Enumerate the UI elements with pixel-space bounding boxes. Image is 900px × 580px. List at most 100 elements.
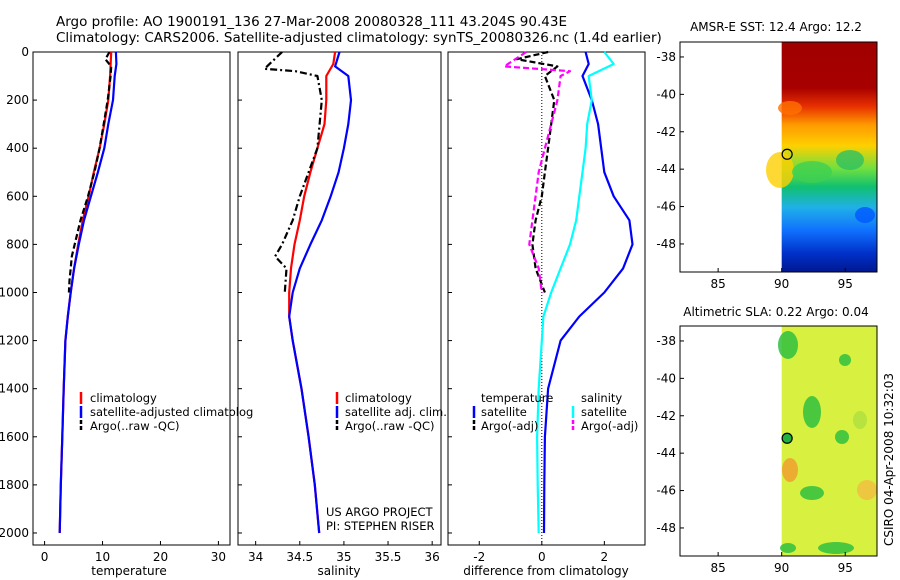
series-line-satellite-adjusted bbox=[58, 51, 118, 534]
difference-legend: temperature satellite Argo(-adj) salinit… bbox=[472, 391, 638, 433]
sla-map-title: Altimetric SLA: 0.22 Argo: 0.04 bbox=[683, 305, 868, 319]
x-tick-label: 30 bbox=[211, 550, 226, 564]
series-line-satellite-adjusted bbox=[288, 51, 353, 534]
map-y-tick-label: -48 bbox=[656, 237, 676, 251]
salinity-legend: climatology satellite adj. clim. Argo(..… bbox=[335, 391, 447, 433]
x-tick-label: 34 bbox=[248, 550, 263, 564]
legend-label: climatology bbox=[345, 391, 412, 405]
depth-tick-label: 200 bbox=[6, 93, 29, 107]
sst-patch bbox=[836, 150, 864, 170]
sla-blobs bbox=[778, 331, 877, 554]
sla-patch bbox=[803, 396, 821, 428]
sla-patch bbox=[839, 354, 851, 366]
pi-annotation: PI: STEPHEN RISER bbox=[326, 519, 435, 533]
depth-tick-label: 1000 bbox=[0, 285, 29, 299]
legend-title: salinity bbox=[581, 391, 622, 405]
legend-label: Argo(-adj) bbox=[581, 419, 638, 433]
sst-patch bbox=[778, 101, 802, 115]
sla-map-ticks: 85 90 95 -38 -40 -42 -44 -46 -48 bbox=[656, 334, 852, 575]
depth-ticks: 0 200 400 600 800 1000 1200 1400 1600 1800 2000 bbox=[0, 45, 37, 540]
series-line-sal-argo bbox=[503, 51, 572, 293]
map-y-tick-label: -42 bbox=[656, 409, 676, 423]
sla-map: Altimetric SLA: 0.22 Argo: 0.04 85 90 95 -3… bbox=[656, 305, 896, 575]
map-y-tick-label: -40 bbox=[656, 371, 676, 385]
depth-tick-label: 1800 bbox=[0, 478, 29, 492]
legend-label: satellite bbox=[581, 405, 627, 419]
sst-map-ticks: 85 90 95 -38 -40 -42 -44 -46 -48 bbox=[656, 50, 852, 291]
x-tick-label: 20 bbox=[153, 550, 168, 564]
depth-tick-label: 2000 bbox=[0, 526, 29, 540]
series-line-argo bbox=[263, 51, 323, 293]
depth-tick-label: 0 bbox=[21, 45, 29, 59]
argo-position-marker bbox=[781, 432, 793, 444]
salinity-axes-frame bbox=[237, 51, 442, 546]
map-y-tick-label: -38 bbox=[656, 50, 676, 64]
sst-patch bbox=[792, 161, 832, 183]
header-line2: Climatology: CARS2006. Satellite-adjuste… bbox=[56, 30, 662, 46]
sla-patch bbox=[853, 411, 867, 429]
legend-label: Argo(..raw -QC) bbox=[345, 419, 435, 433]
sla-field bbox=[781, 326, 877, 556]
depth-tick-label: 1200 bbox=[0, 334, 29, 348]
sst-map: AMSR-E SST: 12.4 Argo: 12.2 85 90 95 -38 -40… bbox=[656, 20, 878, 291]
difference-axes-frame bbox=[447, 51, 646, 546]
salinity-panel: 34 34.5 35 35.5 36 salinity climatology sate… bbox=[237, 51, 447, 578]
map-y-tick-label: -44 bbox=[656, 162, 676, 176]
sst-map-title: AMSR-E SST: 12.4 Argo: 12.2 bbox=[690, 20, 862, 34]
x-tick-label: 34.5 bbox=[286, 550, 313, 564]
map-y-tick-label: -44 bbox=[656, 446, 676, 460]
map-x-tick-label: 90 bbox=[774, 561, 789, 575]
difference-x-label: difference from climatology bbox=[463, 564, 629, 578]
sla-patch bbox=[780, 543, 796, 553]
series-line-sal-satellite bbox=[535, 51, 615, 534]
depth-tick-label: 400 bbox=[6, 141, 29, 155]
x-tick-label: -2 bbox=[473, 550, 485, 564]
temperature-x-ticks: 0 10 20 30 bbox=[41, 541, 226, 564]
map-y-tick-label: -42 bbox=[656, 125, 676, 139]
legend-label: satellite-adjusted climatolog bbox=[90, 405, 253, 419]
map-x-tick-label: 85 bbox=[710, 277, 725, 291]
salinity-lines bbox=[263, 51, 353, 534]
depth-tick-label: 1400 bbox=[0, 382, 29, 396]
x-tick-label: 10 bbox=[95, 550, 110, 564]
x-tick-label: 2 bbox=[601, 550, 609, 564]
depth-tick-label: 600 bbox=[6, 189, 29, 203]
map-x-tick-label: 85 bbox=[710, 561, 725, 575]
map-x-tick-label: 90 bbox=[774, 277, 789, 291]
map-y-tick-label: -46 bbox=[656, 200, 676, 214]
legend-label: Argo(..raw -QC) bbox=[90, 419, 180, 433]
sst-patch bbox=[855, 207, 875, 223]
salinity-x-ticks: 34 34.5 35 35.5 36 bbox=[238, 51, 440, 564]
legend-label: satellite adj. clim. bbox=[345, 405, 447, 419]
header-line1: Argo profile: AO 1900191_136 27-Mar-2008… bbox=[56, 14, 567, 30]
sla-patch bbox=[857, 480, 877, 500]
sla-patch bbox=[778, 331, 798, 359]
salinity-x-label: salinity bbox=[317, 564, 360, 578]
sla-patch bbox=[835, 430, 849, 444]
series-line-temp-argo bbox=[515, 50, 559, 293]
map-x-tick-label: 95 bbox=[838, 561, 853, 575]
sla-map-frame bbox=[679, 325, 878, 557]
depth-tick-label: 1600 bbox=[0, 430, 29, 444]
x-tick-label: 0 bbox=[41, 550, 49, 564]
depth-tick-label: 800 bbox=[6, 237, 29, 251]
argo-position-marker bbox=[781, 148, 793, 160]
map-y-tick-label: -48 bbox=[656, 521, 676, 535]
difference-x-ticks: -2 0 2 bbox=[448, 51, 609, 564]
x-tick-label: 35.5 bbox=[375, 550, 402, 564]
map-y-tick-label: -38 bbox=[656, 334, 676, 348]
sst-map-frame bbox=[679, 41, 878, 273]
temperature-x-label: temperature bbox=[91, 564, 166, 578]
sla-patch bbox=[818, 542, 854, 554]
legend-title: temperature bbox=[481, 391, 553, 405]
legend-label: climatology bbox=[90, 391, 157, 405]
sla-patch bbox=[782, 458, 798, 482]
x-tick-label: 35 bbox=[336, 550, 351, 564]
difference-panel: -2 0 2 difference from climatology tempera… bbox=[447, 50, 646, 578]
x-tick-label: 36 bbox=[425, 550, 440, 564]
temperature-panel: 0 200 400 600 800 1000 1200 1400 1600 1800 2000 0 1… bbox=[0, 45, 253, 578]
temperature-legend: climatology satellite-adjusted climatolo… bbox=[79, 391, 253, 433]
temperature-axes-frame bbox=[32, 51, 231, 546]
map-y-tick-label: -40 bbox=[656, 87, 676, 101]
